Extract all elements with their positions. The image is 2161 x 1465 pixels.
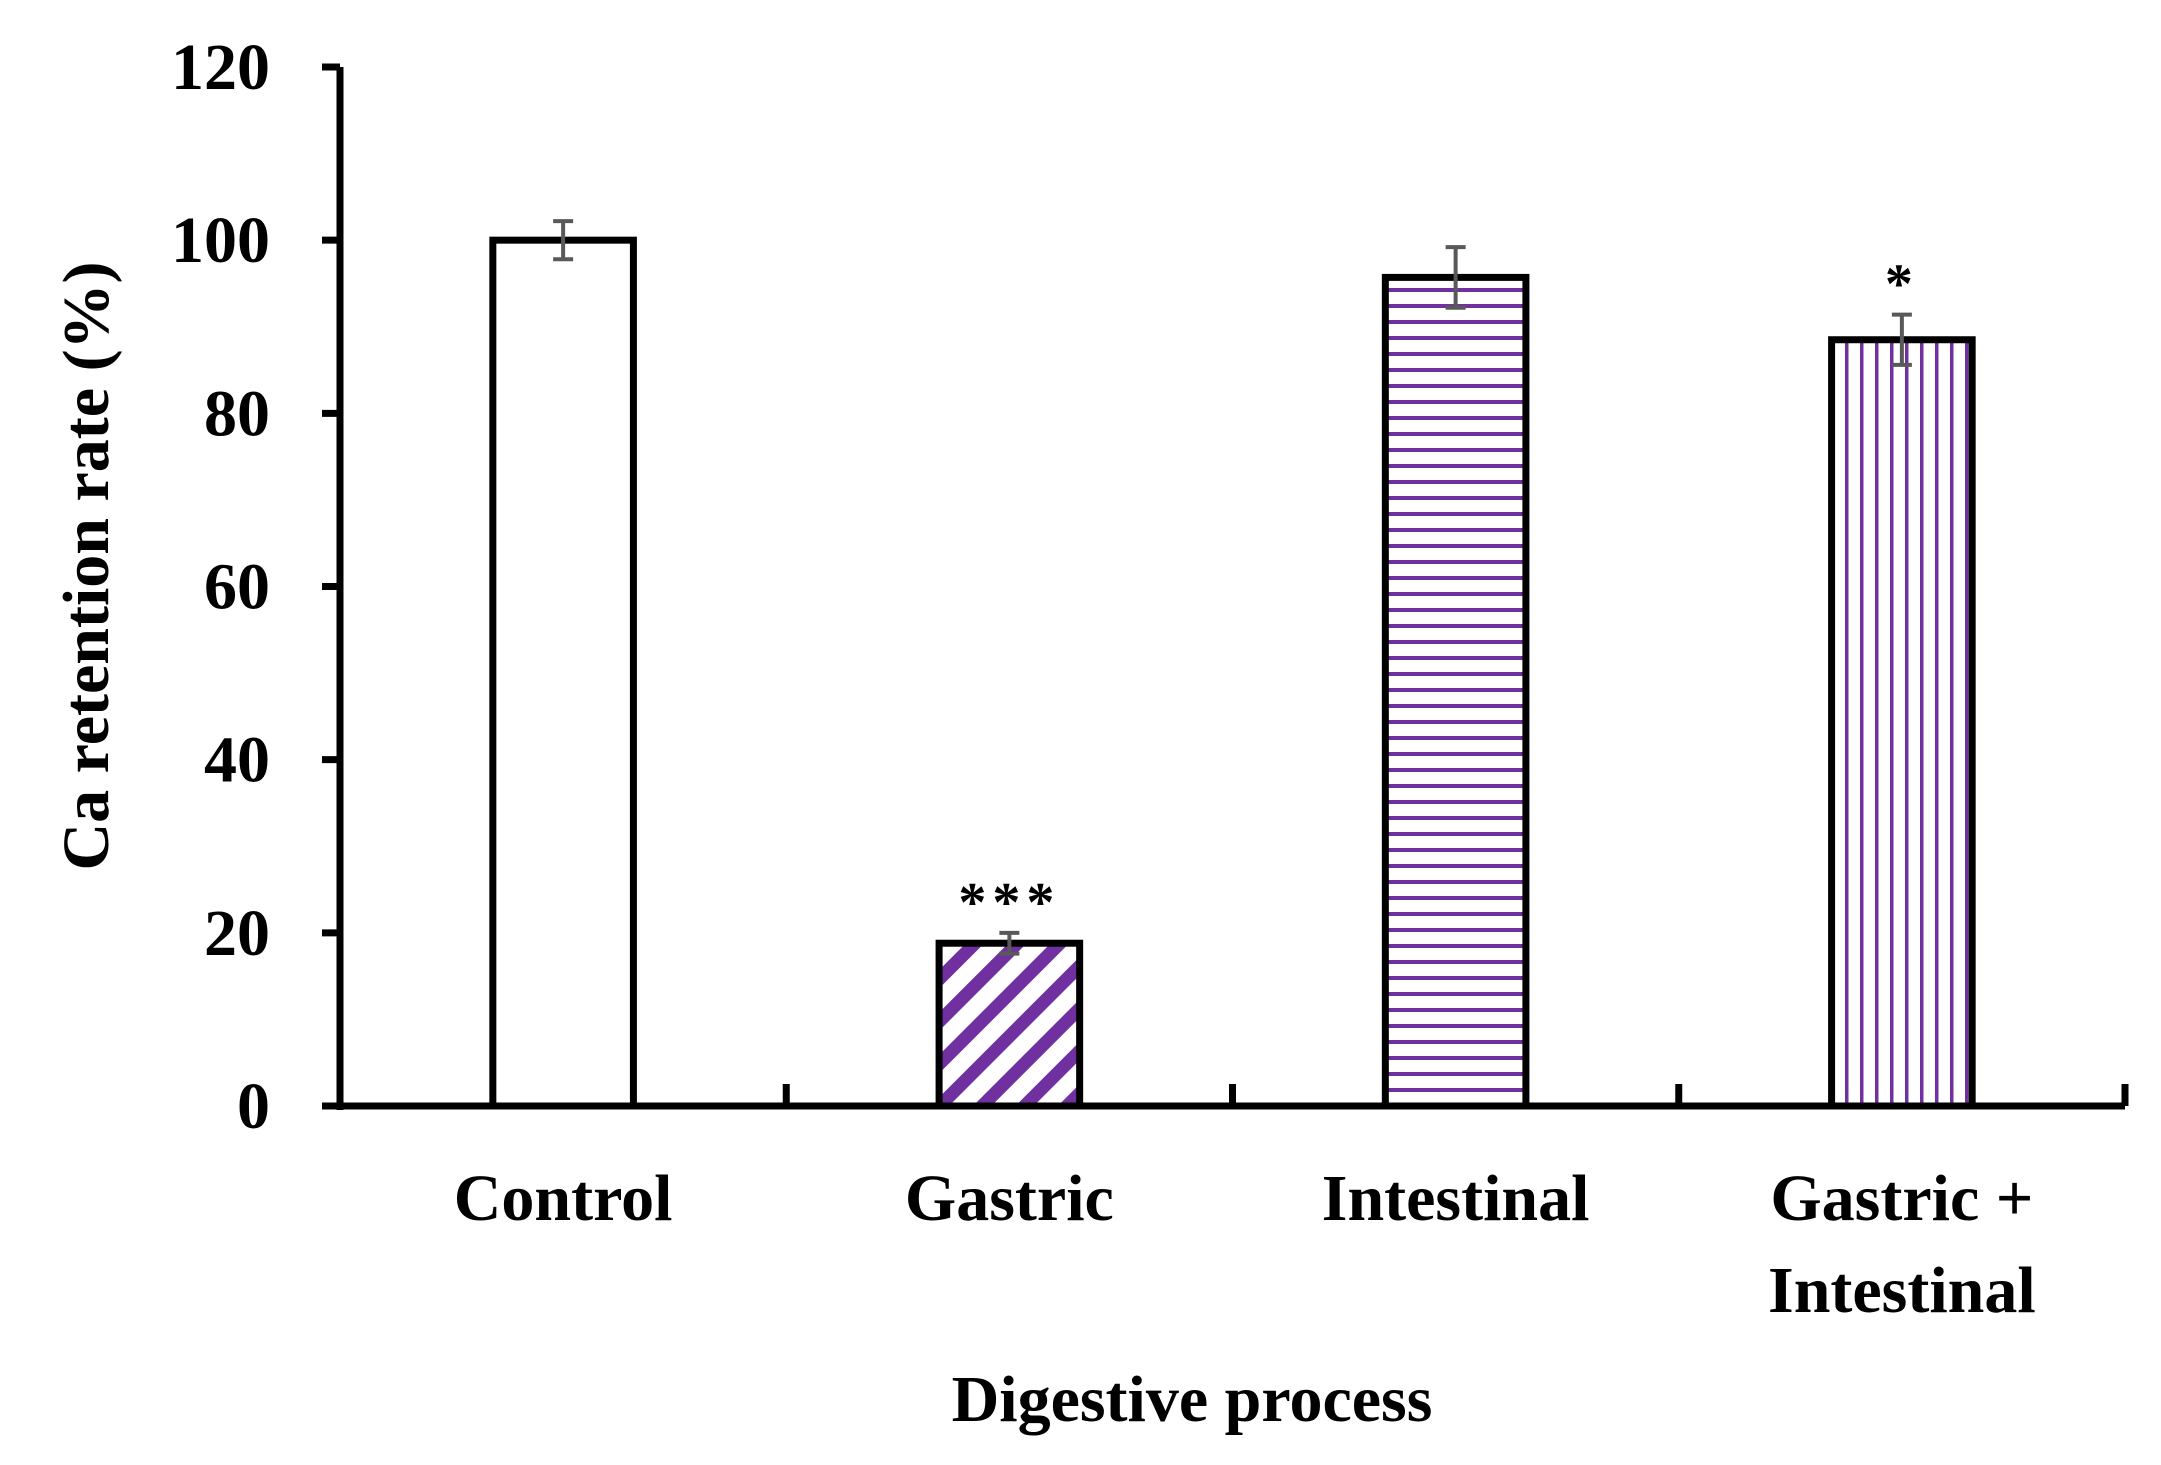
y-tick-label-0: 0 [237,1070,270,1143]
error-bar-3 [1445,245,1466,310]
y-tick-label-80: 80 [204,377,270,450]
x-tick-label-1: Control [454,1162,673,1235]
significance-marker-2: *** [958,872,1060,934]
bar-1 [489,236,637,1110]
y-tick-label-120: 120 [171,31,270,104]
x-tick-label-4-line-2: Intestinal [1768,1254,2036,1327]
error-bar-4 [1891,312,1912,367]
error-bar-1 [553,219,574,262]
bar-2 [935,939,1084,1110]
x-tick-label-3: Intestinal [1322,1162,1590,1235]
significance-marker-4: * [1885,254,1919,316]
x-axis-title: Digestive process [952,1363,1433,1436]
bar-4 [1828,336,1976,1110]
y-tick-label-20: 20 [204,897,270,970]
y-tick-label-60: 60 [204,551,270,624]
y-tick-label-40: 40 [204,724,270,797]
bar-3 [1381,273,1530,1110]
error-bar-2 [999,930,1020,956]
x-tick-label-4-line-1: Gastric + [1770,1162,2033,1235]
x-tick-label-2: Gastric [905,1162,1114,1235]
y-tick-label-100: 100 [171,204,270,277]
y-axis-title: Ca retention rate (%) [50,261,123,870]
